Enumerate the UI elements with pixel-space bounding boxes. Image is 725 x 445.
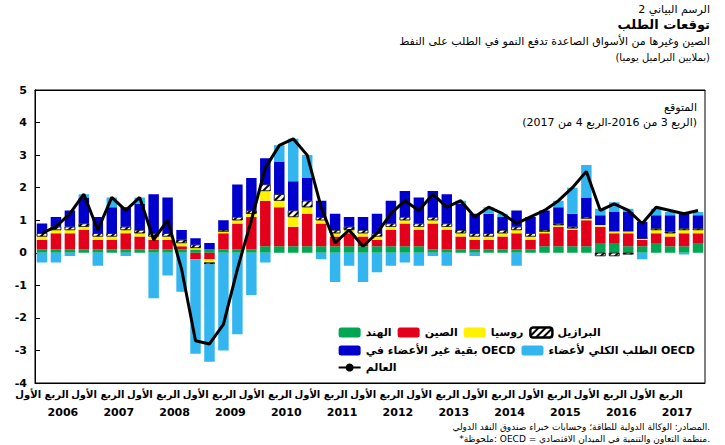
svg-text:2011: 2011 <box>327 406 358 419</box>
svg-text:(الربع 3 من 2016-الربع 4 من 20: (الربع 3 من 2016-الربع 4 من 2017) <box>522 116 697 129</box>
svg-text:2012: 2012 <box>383 406 414 419</box>
svg-text:2: 2 <box>19 181 27 194</box>
svg-text:الربع الأول: الربع الأول <box>630 388 683 401</box>
svg-text:المصادر: الوكالة الدولية للطاق: المصادر: الوكالة الدولية للطاقة؛ وحسابات… <box>452 422 710 432</box>
svg-text:البرازيل: البرازيل <box>557 326 600 339</box>
svg-text:2013: 2013 <box>438 406 469 419</box>
svg-text:العالم: العالم <box>366 361 397 374</box>
svg-text:2008: 2008 <box>159 406 190 419</box>
svg-text:*ملحوظة: OECD = منظمة التعاون: *ملحوظة: OECD = منظمة التعاون والتنمية ف… <box>459 434 710 444</box>
svg-text:روسيا: روسيا <box>491 326 524 339</box>
svg-text:المتوقع: المتوقع <box>664 101 697 114</box>
svg-text:2017: 2017 <box>662 406 693 419</box>
svg-text:الربع الأول: الربع الأول <box>295 388 348 401</box>
svg-text:الهند: الهند <box>366 326 392 339</box>
svg-text:-1: -1 <box>15 279 27 292</box>
svg-text:الربع الأول: الربع الأول <box>574 388 627 401</box>
svg-text:2015: 2015 <box>550 406 581 419</box>
svg-text:الربع الأول: الربع الأول <box>183 388 236 401</box>
svg-text:الربع الأول: الربع الأول <box>350 388 403 401</box>
svg-text:بقية غير الأعضاء في OECD: بقية غير الأعضاء في OECD <box>366 343 516 357</box>
svg-text:الربع الأول: الربع الأول <box>406 388 459 401</box>
svg-text:2007: 2007 <box>103 406 134 419</box>
svg-text:2016: 2016 <box>606 406 637 419</box>
svg-text:-3: -3 <box>15 344 27 357</box>
svg-text:الرسم البياني 2: الرسم البياني 2 <box>638 3 710 16</box>
svg-text:الطلب الكلي لأعضاء OECD: الطلب الكلي لأعضاء OECD <box>548 343 695 357</box>
svg-text:الربع الأول: الربع الأول <box>518 388 571 401</box>
svg-text:-4: -4 <box>14 376 27 390</box>
svg-text:4: 4 <box>19 116 27 129</box>
svg-text:الربع الأول: الربع الأول <box>71 388 124 401</box>
svg-text:الربع الأول: الربع الأول <box>239 388 292 401</box>
svg-text:الصين: الصين <box>425 326 458 339</box>
svg-text:2010: 2010 <box>271 406 302 419</box>
svg-text:2006: 2006 <box>48 406 79 419</box>
svg-text:1: 1 <box>19 214 27 227</box>
svg-text:3: 3 <box>19 149 27 162</box>
svg-text:0: 0 <box>19 246 27 259</box>
svg-text:الصين وغيرها من الأسواق الصاعد: الصين وغيرها من الأسواق الصاعدة تدفع الن… <box>399 34 710 48</box>
svg-text:توقعات الطلب: توقعات الطلب <box>618 17 710 32</box>
svg-text:-2: -2 <box>15 311 27 324</box>
svg-text:الربع الأول: الربع الأول <box>127 388 180 401</box>
svg-text:2014: 2014 <box>494 406 525 419</box>
svg-text:5: 5 <box>19 84 27 97</box>
svg-text:الربع الأول: الربع الأول <box>462 388 515 401</box>
svg-text:2009: 2009 <box>215 406 246 419</box>
svg-text:الربع الأول: الربع الأول <box>15 388 68 401</box>
svg-text:(بملايين البراميل يوميا): (بملايين البراميل يوميا) <box>615 52 710 63</box>
